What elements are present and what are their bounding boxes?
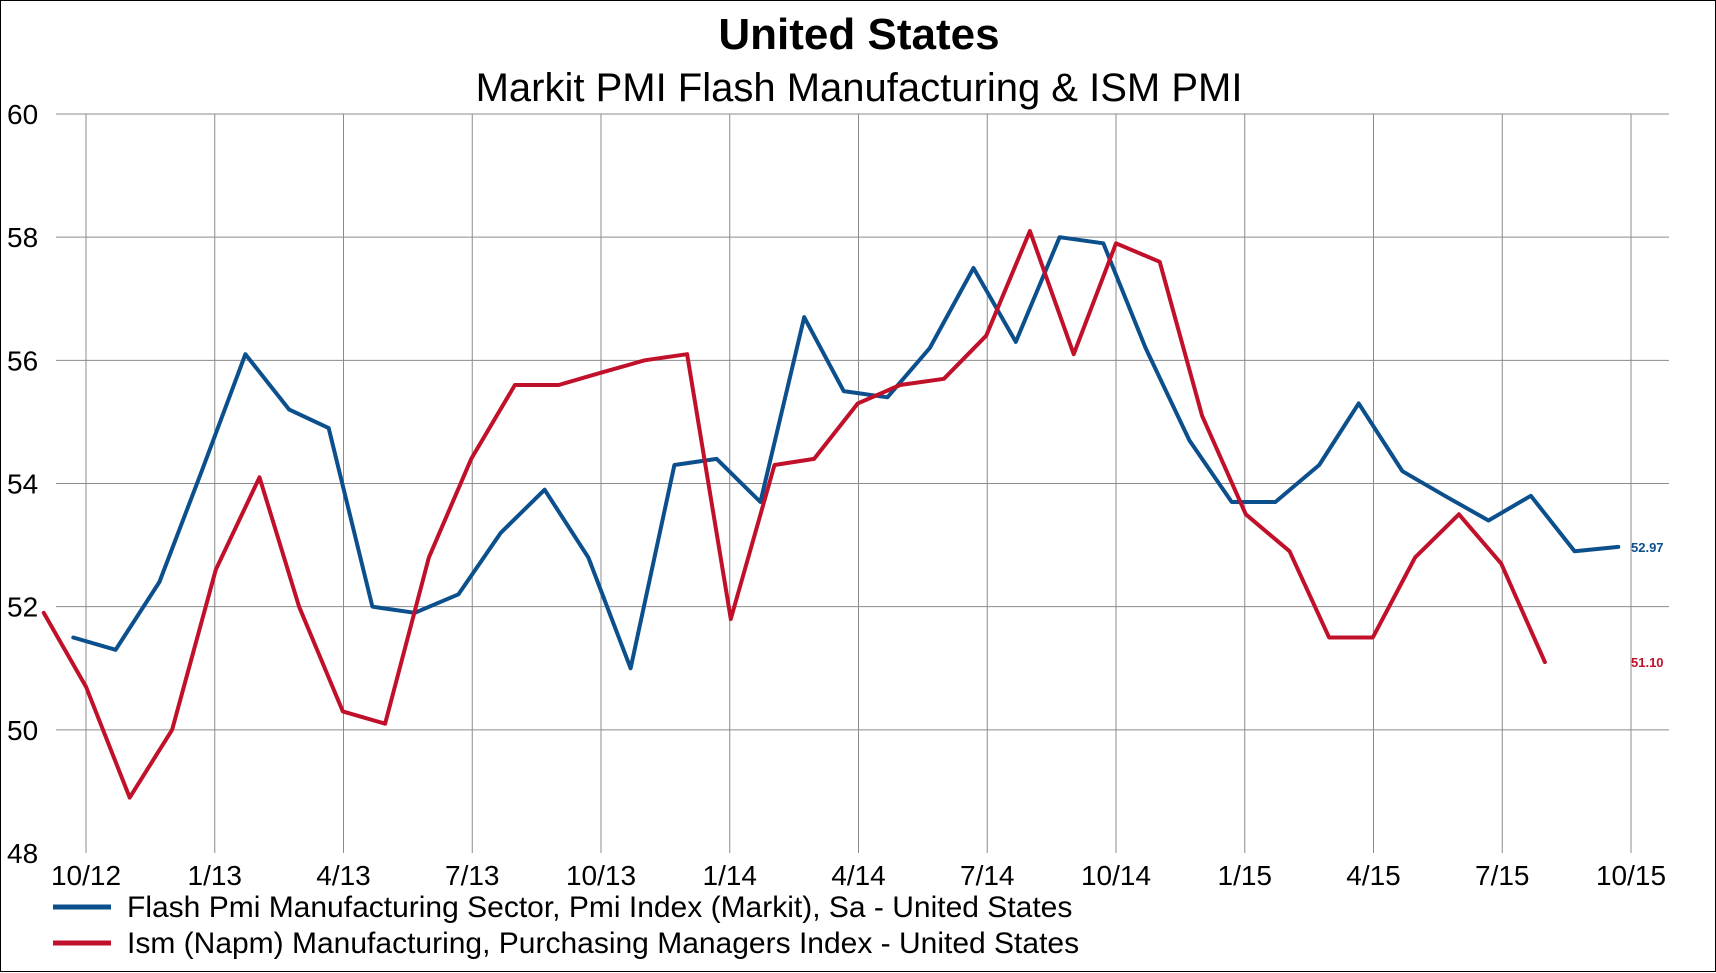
series-line-1 (73, 237, 1618, 668)
x-axis: 10/12 1/13 4/13 7/13 10/13 1/14 4/14 7/14 10/14 1… (51, 860, 1666, 891)
series-layer: 52.97 51.10 (44, 231, 1664, 798)
x-tick-label: 10/12 (51, 860, 121, 891)
series-end-label-1: 52.97 (1631, 540, 1664, 555)
x-tick-label: 1/15 (1218, 860, 1273, 891)
x-tick-label: 4/13 (316, 860, 371, 891)
legend: Flash Pmi Manufacturing Sector, Pmi Inde… (53, 891, 1079, 960)
chart-title: United States (718, 10, 999, 59)
y-tick-label: 50 (7, 715, 38, 746)
series-line-2 (44, 231, 1545, 798)
series-end-label-2: 51.10 (1631, 655, 1664, 670)
x-tick-label: 7/13 (445, 860, 500, 891)
x-tick-label: 10/13 (566, 860, 636, 891)
legend-label: Flash Pmi Manufacturing Sector, Pmi Inde… (127, 891, 1072, 924)
y-tick-label: 60 (7, 99, 38, 130)
legend-label: Ism (Napm) Manufacturing, Purchasing Man… (127, 927, 1079, 960)
x-tick-label: 10/15 (1596, 860, 1666, 891)
y-tick-label: 58 (7, 222, 38, 253)
x-tick-label: 4/15 (1346, 860, 1401, 891)
x-tick-label: 4/14 (831, 860, 886, 891)
x-tick-label: 1/14 (703, 860, 758, 891)
x-tick-label: 7/14 (960, 860, 1015, 891)
y-axis: 48 50 52 54 56 58 60 (7, 99, 38, 869)
y-tick-label: 48 (7, 838, 38, 869)
y-tick-label: 52 (7, 592, 38, 623)
x-tick-label: 1/13 (188, 860, 243, 891)
y-tick-label: 54 (7, 469, 38, 500)
chart-subtitle: Markit PMI Flash Manufacturing & ISM PMI (476, 66, 1243, 110)
x-tick-label: 10/14 (1081, 860, 1151, 891)
x-tick-label: 7/15 (1475, 860, 1530, 891)
y-tick-label: 56 (7, 345, 38, 376)
